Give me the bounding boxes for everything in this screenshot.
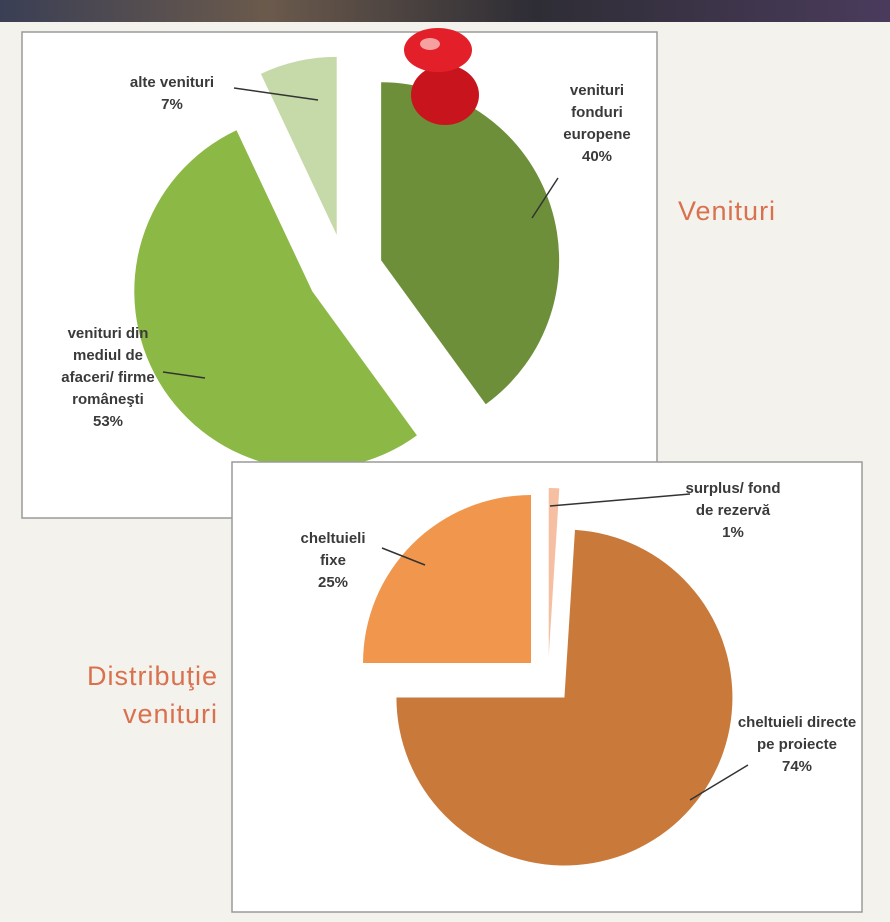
category-label: venituri din mediul de afaceri/ firme ro… <box>51 323 166 411</box>
category-label: surplus/ fond de rezervă <box>686 478 781 522</box>
category-label: cheltuieli directe pe proiecte <box>735 712 860 756</box>
value-label: 7% <box>107 94 237 116</box>
category-label: venituri fonduri europene <box>551 80 643 146</box>
category-label: cheltuieli fixe <box>286 528 381 572</box>
photo-strip <box>0 0 890 22</box>
value-label: 40% <box>551 146 643 168</box>
screenshot: venituri fonduri europene40% venituri din… <box>0 0 890 922</box>
value-label: 53% <box>51 411 166 433</box>
category-label: alte venituri <box>107 72 237 94</box>
canvas <box>0 0 890 922</box>
chart-title: Distribuţie venituri <box>38 657 218 733</box>
value-label: 74% <box>735 756 860 778</box>
data-label: venituri din mediul de afaceri/ firme ro… <box>51 323 166 433</box>
chart-title: Venituri <box>678 192 828 230</box>
value-label: 25% <box>286 572 381 594</box>
value-label: 1% <box>686 522 781 544</box>
